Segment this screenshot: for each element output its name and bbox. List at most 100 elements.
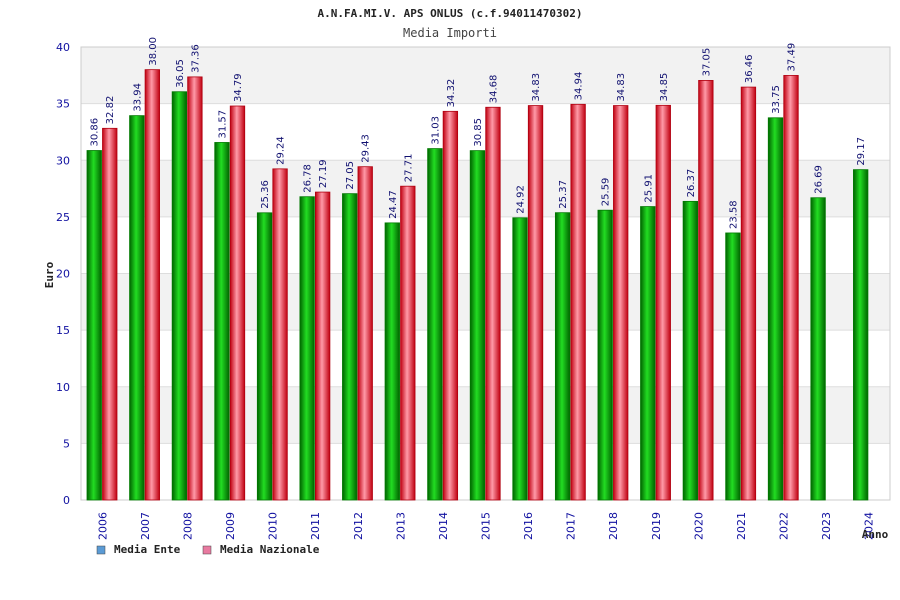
data-label: 34.79 <box>233 73 244 102</box>
y-tick-label: 35 <box>56 98 70 111</box>
y-tick-label: 5 <box>63 437 70 450</box>
data-label: 37.05 <box>701 48 712 77</box>
data-label: 29.24 <box>276 136 287 165</box>
data-label: 34.32 <box>446 79 457 108</box>
bar-media-nazionale-2019 <box>655 104 671 501</box>
x-axis-label: Anno <box>862 528 889 541</box>
bar-media-ente-2008 <box>171 91 188 501</box>
bar-media-ente-2021 <box>725 232 741 501</box>
bar-media-nazionale-2010 <box>272 168 288 501</box>
data-label: 31.03 <box>430 116 441 145</box>
bar-media-nazionale-2011 <box>314 191 331 501</box>
x-tick-label: 2020 <box>692 512 705 540</box>
x-tick-label: 2022 <box>778 512 791 540</box>
chart-subtitle: Media Importi <box>403 26 497 40</box>
x-tick-label: 2024 <box>863 512 876 540</box>
bar-media-ente-2016 <box>512 217 528 501</box>
bar-media-nazionale-2022 <box>783 75 799 501</box>
data-label: 34.83 <box>616 73 627 102</box>
x-tick-label: 2006 <box>96 512 109 540</box>
bar-media-ente-2024 <box>853 169 869 501</box>
bar-media-nazionale-2006 <box>102 127 118 501</box>
y-tick-label: 15 <box>56 324 70 337</box>
data-label: 27.19 <box>318 159 329 188</box>
data-label: 26.69 <box>814 165 825 194</box>
bar-media-ente-2020 <box>682 200 699 501</box>
bar-media-nazionale-2012 <box>357 166 373 501</box>
x-tick-label: 2011 <box>309 512 322 540</box>
x-tick-label: 2015 <box>480 512 493 540</box>
x-tick-label: 2009 <box>224 512 237 540</box>
data-label: 34.68 <box>488 75 499 104</box>
legend-label-media-ente: Media Ente <box>114 543 181 556</box>
data-label: 25.59 <box>601 178 612 207</box>
data-label: 30.85 <box>473 118 484 147</box>
bar-media-ente-2018 <box>597 209 613 501</box>
bar-media-ente-2014 <box>427 148 443 501</box>
bar-media-nazionale-2020 <box>698 80 714 501</box>
x-tick-label: 2012 <box>352 512 365 540</box>
bar-media-ente-2006 <box>86 150 102 501</box>
bar-media-ente-2013 <box>384 222 400 501</box>
data-label: 24.92 <box>516 185 527 214</box>
y-tick-label: 40 <box>56 41 70 54</box>
data-label: 27.71 <box>403 154 414 183</box>
x-tick-label: 2021 <box>735 512 748 540</box>
data-label: 34.85 <box>659 73 670 102</box>
y-tick-label: 0 <box>63 494 70 507</box>
bar-media-nazionale-2017 <box>570 103 586 501</box>
data-label: 33.75 <box>771 85 782 114</box>
bar-media-ente-2007 <box>129 115 145 501</box>
data-labels-group: 30.86 32.82 33.94 38.00 36.05 37.36 31.57 34.79… <box>90 37 867 229</box>
x-tick-label: 2016 <box>522 512 535 540</box>
x-tick-label: 2008 <box>181 512 194 540</box>
y-tick-label: 10 <box>56 381 70 394</box>
bar-media-ente-2019 <box>640 206 656 501</box>
chart-title: A.N.FA.MI.V. APS ONLUS (c.f.94011470302) <box>318 7 583 20</box>
legend-swatch-media-ente <box>96 545 106 555</box>
legend-label-media-nazionale: Media Nazionale <box>220 543 320 556</box>
data-label: 30.86 <box>90 118 101 147</box>
bar-media-ente-2022 <box>767 117 784 501</box>
x-tick-label: 2007 <box>139 512 152 540</box>
bar-media-ente-2009 <box>214 142 230 501</box>
x-tick-label: 2013 <box>394 512 407 540</box>
y-tick-label: 20 <box>56 268 70 281</box>
data-label: 34.94 <box>574 72 585 101</box>
x-tick-label: 2018 <box>607 512 620 540</box>
data-label: 23.58 <box>728 200 739 229</box>
bar-media-ente-2017 <box>554 212 571 501</box>
bar-media-nazionale-2007 <box>144 69 160 501</box>
bar-media-ente-2023 <box>810 197 826 501</box>
bar-media-nazionale-2013 <box>400 185 416 501</box>
x-tick-label: 2023 <box>820 512 833 540</box>
data-label: 36.46 <box>744 54 755 83</box>
bar-media-ente-2012 <box>342 193 358 501</box>
data-label: 38.00 <box>148 37 159 66</box>
legend: Media Ente Media Nazionale <box>96 543 320 556</box>
data-label: 31.57 <box>217 110 228 139</box>
y-tick-label: 30 <box>56 154 70 167</box>
y-axis-ticks: 0 5 10 15 20 25 30 35 40 <box>56 41 70 507</box>
x-axis-ticks: 2006 2007 2008 2009 2010 2011 2012 2013 2014 2015… <box>96 512 875 540</box>
data-label: 25.37 <box>558 180 569 209</box>
data-label: 26.37 <box>686 169 697 198</box>
data-label: 25.91 <box>643 174 654 203</box>
bar-media-nazionale-2016 <box>527 105 544 501</box>
x-tick-label: 2014 <box>437 512 450 540</box>
x-tick-label: 2019 <box>650 512 663 540</box>
y-axis-label: Euro <box>43 261 56 288</box>
bar-media-ente-2011 <box>299 196 315 501</box>
data-label: 34.83 <box>531 73 542 102</box>
bar-media-nazionale-2009 <box>229 105 246 501</box>
data-label: 32.82 <box>105 96 116 125</box>
data-label: 27.05 <box>345 161 356 190</box>
bar-media-ente-2010 <box>256 212 273 501</box>
data-label: 26.78 <box>303 164 314 193</box>
data-label: 25.36 <box>260 180 271 209</box>
data-label: 37.36 <box>190 44 201 73</box>
bar-media-nazionale-2014 <box>442 110 459 501</box>
bar-media-nazionale-2015 <box>485 106 501 501</box>
x-tick-label: 2010 <box>267 512 280 540</box>
